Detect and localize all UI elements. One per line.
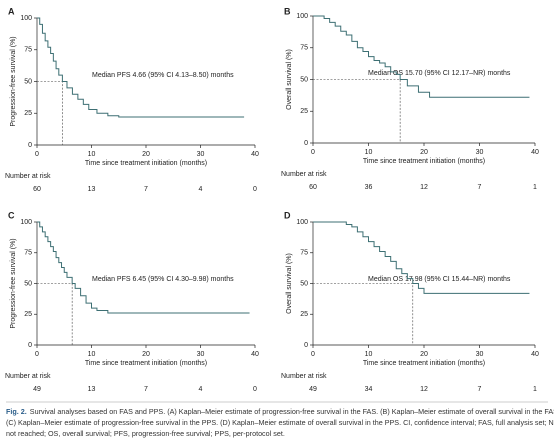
x-axis-label: Time since treatment initiation (months) bbox=[85, 360, 207, 367]
x-tick-label: 10 bbox=[88, 151, 96, 158]
x-tick-label: 20 bbox=[420, 149, 428, 156]
caption-label: Fig. 2. bbox=[6, 407, 27, 416]
at-risk-value: 12 bbox=[420, 184, 428, 191]
x-axis-label: Time since treatment initiation (months) bbox=[363, 158, 485, 165]
y-tick-label: 100 bbox=[20, 219, 32, 226]
caption-text: Survival analyses based on FAS and PPS. … bbox=[30, 407, 554, 416]
median-line bbox=[37, 283, 73, 345]
y-axis-label: Overall survival (%) bbox=[286, 253, 293, 314]
annotation: Median OS 17.98 (95% CI 15.44–NR) months bbox=[368, 276, 511, 283]
y-tick-label: 75 bbox=[24, 47, 32, 54]
at-risk-value: 4 bbox=[199, 386, 203, 393]
y-tick-label: 25 bbox=[24, 110, 32, 117]
panel-label: A bbox=[8, 6, 15, 16]
at-risk-label: Number at risk bbox=[281, 373, 327, 380]
at-risk-value: 7 bbox=[478, 386, 482, 393]
y-tick-label: 0 bbox=[28, 142, 32, 149]
y-tick-label: 50 bbox=[300, 280, 308, 287]
x-tick-label: 20 bbox=[142, 351, 150, 358]
at-risk-value: 12 bbox=[420, 386, 428, 393]
at-risk-value: 7 bbox=[144, 186, 148, 193]
at-risk-value: 49 bbox=[309, 386, 317, 393]
y-tick-label: 100 bbox=[20, 15, 32, 22]
at-risk-value: 4 bbox=[199, 186, 203, 193]
at-risk-value: 34 bbox=[365, 386, 373, 393]
survival-curve bbox=[313, 221, 530, 294]
x-tick-label: 30 bbox=[197, 351, 205, 358]
x-tick-label: 0 bbox=[35, 151, 39, 158]
at-risk-value: 60 bbox=[309, 184, 317, 191]
x-tick-label: 40 bbox=[251, 351, 259, 358]
x-tick-label: 10 bbox=[365, 351, 373, 358]
y-tick-label: 0 bbox=[304, 140, 308, 147]
at-risk-value: 60 bbox=[33, 186, 41, 193]
median-line bbox=[37, 81, 63, 145]
caption-line: (C) Kaplan–Meier estimate of progression… bbox=[6, 418, 554, 427]
y-axis-label: Overall survival (%) bbox=[286, 49, 293, 110]
y-tick-label: 50 bbox=[24, 78, 32, 85]
y-tick-label: 25 bbox=[24, 311, 32, 318]
at-risk-value: 36 bbox=[365, 184, 373, 191]
x-tick-label: 10 bbox=[365, 149, 373, 156]
x-tick-label: 30 bbox=[476, 149, 484, 156]
panel-label: B bbox=[284, 6, 291, 16]
y-tick-label: 50 bbox=[300, 76, 308, 83]
y-tick-label: 100 bbox=[296, 13, 308, 20]
panel-label: D bbox=[284, 210, 291, 220]
x-tick-label: 20 bbox=[420, 351, 428, 358]
x-tick-label: 0 bbox=[35, 351, 39, 358]
panel-label: C bbox=[8, 210, 15, 220]
x-tick-label: 30 bbox=[197, 151, 205, 158]
at-risk-value: 13 bbox=[88, 186, 96, 193]
y-tick-label: 50 bbox=[24, 280, 32, 287]
annotation: Median OS 15.70 (95% CI 12.17–NR) months bbox=[368, 70, 511, 77]
x-axis-label: Time since treatment initiation (months) bbox=[363, 360, 485, 367]
median-line bbox=[313, 283, 414, 345]
at-risk-label: Number at risk bbox=[5, 373, 51, 380]
x-tick-label: 40 bbox=[251, 151, 259, 158]
at-risk-value: 7 bbox=[478, 184, 482, 191]
x-tick-label: 10 bbox=[88, 351, 96, 358]
at-risk-value: 1 bbox=[533, 184, 537, 191]
annotation: Median PFS 6.45 (95% CI 4.30–9.98) month… bbox=[92, 276, 234, 283]
x-tick-label: 0 bbox=[311, 351, 315, 358]
y-axis-label: Progression-free survival (%) bbox=[10, 36, 17, 126]
at-risk-value: 0 bbox=[253, 386, 257, 393]
caption-line: not reached; OS, overall survival; PFS, … bbox=[6, 429, 285, 438]
at-risk-value: 49 bbox=[33, 386, 41, 393]
at-risk-label: Number at risk bbox=[5, 173, 51, 180]
at-risk-value: 1 bbox=[533, 386, 537, 393]
x-tick-label: 0 bbox=[311, 149, 315, 156]
y-tick-label: 75 bbox=[300, 45, 308, 52]
y-tick-label: 0 bbox=[28, 342, 32, 349]
median-line bbox=[313, 79, 401, 143]
annotation: Median PFS 4.66 (95% CI 4.13–8.50) month… bbox=[92, 72, 234, 79]
y-tick-label: 100 bbox=[296, 219, 308, 226]
x-tick-label: 20 bbox=[142, 151, 150, 158]
x-axis-label: Time since treatment initiation (months) bbox=[85, 160, 207, 167]
survival-curve bbox=[37, 17, 245, 118]
at-risk-label: Number at risk bbox=[281, 171, 327, 178]
survival-curve bbox=[37, 221, 250, 314]
x-tick-label: 40 bbox=[531, 351, 539, 358]
at-risk-value: 7 bbox=[144, 386, 148, 393]
at-risk-value: 13 bbox=[88, 386, 96, 393]
y-tick-label: 0 bbox=[304, 342, 308, 349]
x-tick-label: 40 bbox=[531, 149, 539, 156]
y-axis-label: Progression-free survival (%) bbox=[10, 238, 17, 328]
at-risk-value: 0 bbox=[253, 186, 257, 193]
caption-line: Fig. 2. Survival analyses based on FAS an… bbox=[6, 407, 554, 416]
x-tick-label: 30 bbox=[476, 351, 484, 358]
survival-curve bbox=[313, 15, 530, 98]
y-tick-label: 75 bbox=[24, 250, 32, 257]
y-tick-label: 25 bbox=[300, 311, 308, 318]
y-tick-label: 75 bbox=[300, 250, 308, 257]
y-tick-label: 25 bbox=[300, 108, 308, 115]
